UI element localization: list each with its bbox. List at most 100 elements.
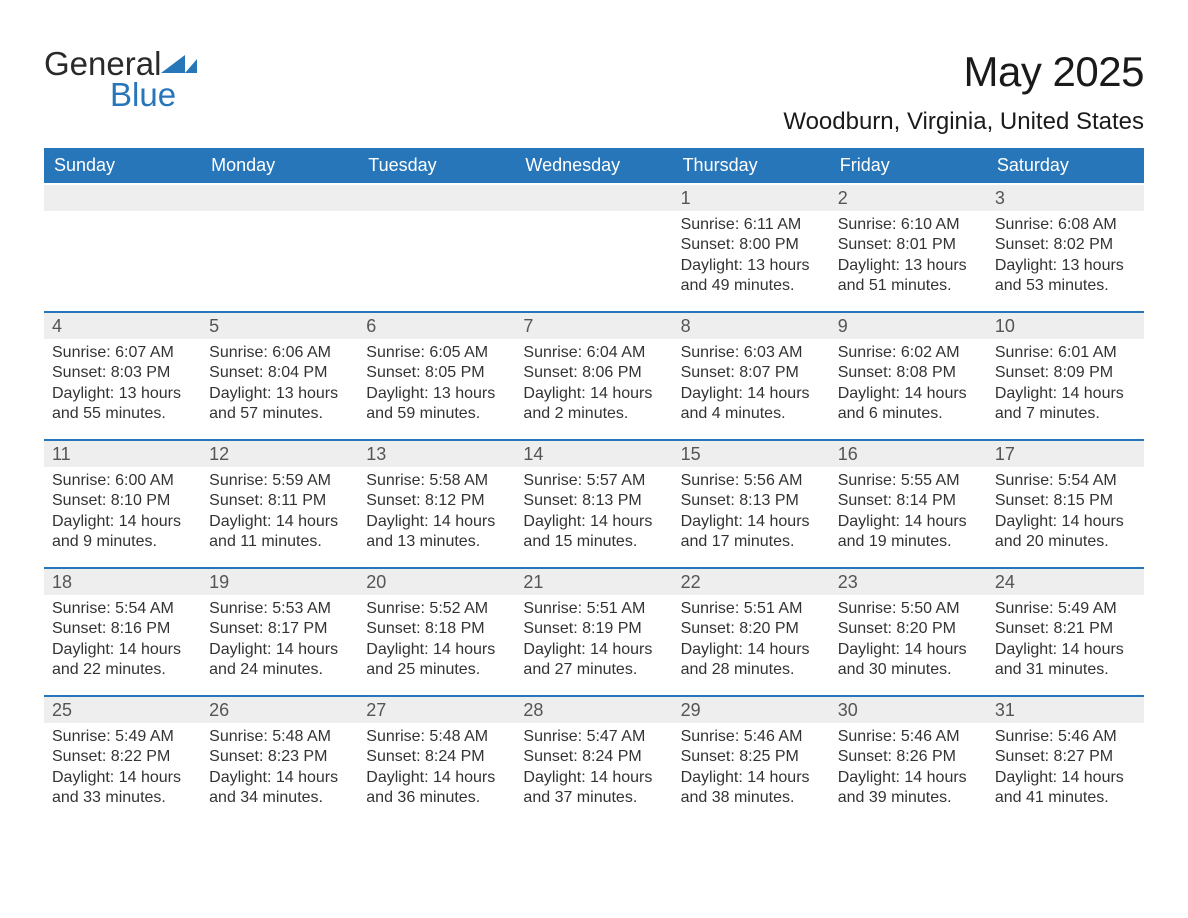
sunset-line: Sunset: 8:20 PM — [838, 619, 979, 639]
brand-word-2: Blue — [110, 76, 176, 113]
day-number: 22 — [673, 569, 830, 595]
day-number — [44, 185, 201, 211]
calendar-cell: 19Sunrise: 5:53 AMSunset: 8:17 PMDayligh… — [201, 567, 358, 695]
day-number: 14 — [515, 441, 672, 467]
sunset-line: Sunset: 8:07 PM — [681, 363, 822, 383]
sunset-line: Sunset: 8:27 PM — [995, 747, 1136, 767]
daylight-line: Daylight: 14 hours and 17 minutes. — [681, 512, 822, 553]
day-details: Sunrise: 6:01 AMSunset: 8:09 PMDaylight:… — [987, 339, 1144, 425]
day-number: 28 — [515, 697, 672, 723]
day-details: Sunrise: 5:56 AMSunset: 8:13 PMDaylight:… — [673, 467, 830, 553]
sunrise-line: Sunrise: 5:51 AM — [523, 599, 664, 619]
sunset-line: Sunset: 8:13 PM — [523, 491, 664, 511]
calendar-cell: 10Sunrise: 6:01 AMSunset: 8:09 PMDayligh… — [987, 311, 1144, 439]
calendar-body: 1Sunrise: 6:11 AMSunset: 8:00 PMDaylight… — [44, 183, 1144, 823]
calendar-cell: 4Sunrise: 6:07 AMSunset: 8:03 PMDaylight… — [44, 311, 201, 439]
day-details: Sunrise: 6:00 AMSunset: 8:10 PMDaylight:… — [44, 467, 201, 553]
sunrise-line: Sunrise: 5:53 AM — [209, 599, 350, 619]
day-details: Sunrise: 5:46 AMSunset: 8:26 PMDaylight:… — [830, 723, 987, 809]
day-number: 18 — [44, 569, 201, 595]
daylight-line: Daylight: 14 hours and 33 minutes. — [52, 768, 193, 809]
calendar-cell: 23Sunrise: 5:50 AMSunset: 8:20 PMDayligh… — [830, 567, 987, 695]
day-number: 5 — [201, 313, 358, 339]
sunrise-line: Sunrise: 5:46 AM — [838, 727, 979, 747]
calendar-cell: 22Sunrise: 5:51 AMSunset: 8:20 PMDayligh… — [673, 567, 830, 695]
sunrise-line: Sunrise: 5:50 AM — [838, 599, 979, 619]
day-details: Sunrise: 6:11 AMSunset: 8:00 PMDaylight:… — [673, 211, 830, 297]
day-details: Sunrise: 5:47 AMSunset: 8:24 PMDaylight:… — [515, 723, 672, 809]
daylight-line: Daylight: 14 hours and 2 minutes. — [523, 384, 664, 425]
sunrise-line: Sunrise: 5:48 AM — [366, 727, 507, 747]
sunrise-line: Sunrise: 5:47 AM — [523, 727, 664, 747]
day-number: 17 — [987, 441, 1144, 467]
daylight-line: Daylight: 14 hours and 31 minutes. — [995, 640, 1136, 681]
day-details: Sunrise: 6:07 AMSunset: 8:03 PMDaylight:… — [44, 339, 201, 425]
calendar-cell: 31Sunrise: 5:46 AMSunset: 8:27 PMDayligh… — [987, 695, 1144, 823]
sunrise-line: Sunrise: 6:04 AM — [523, 343, 664, 363]
day-details: Sunrise: 5:55 AMSunset: 8:14 PMDaylight:… — [830, 467, 987, 553]
day-details: Sunrise: 5:54 AMSunset: 8:16 PMDaylight:… — [44, 595, 201, 681]
col-head-mon: Monday — [201, 148, 358, 183]
day-number: 23 — [830, 569, 987, 595]
daylight-line: Daylight: 14 hours and 37 minutes. — [523, 768, 664, 809]
daylight-line: Daylight: 14 hours and 19 minutes. — [838, 512, 979, 553]
calendar-cell: 16Sunrise: 5:55 AMSunset: 8:14 PMDayligh… — [830, 439, 987, 567]
daylight-line: Daylight: 13 hours and 59 minutes. — [366, 384, 507, 425]
day-details: Sunrise: 5:46 AMSunset: 8:25 PMDaylight:… — [673, 723, 830, 809]
day-details: Sunrise: 5:50 AMSunset: 8:20 PMDaylight:… — [830, 595, 987, 681]
daylight-line: Daylight: 14 hours and 15 minutes. — [523, 512, 664, 553]
sunset-line: Sunset: 8:22 PM — [52, 747, 193, 767]
day-number: 13 — [358, 441, 515, 467]
calendar-cell: 5 Sunrise: 6:06 AMSunset: 8:04 PMDaylight… — [201, 311, 358, 439]
day-number: 9 — [830, 313, 987, 339]
day-details: Sunrise: 5:58 AMSunset: 8:12 PMDaylight:… — [358, 467, 515, 553]
daylight-line: Daylight: 14 hours and 34 minutes. — [209, 768, 350, 809]
sunrise-line: Sunrise: 6:11 AM — [681, 215, 822, 235]
day-details: Sunrise: 5:48 AMSunset: 8:23 PMDaylight:… — [201, 723, 358, 809]
day-number: 2 — [830, 185, 987, 211]
day-number: 21 — [515, 569, 672, 595]
day-number: 20 — [358, 569, 515, 595]
col-head-wed: Wednesday — [515, 148, 672, 183]
day-number: 27 — [358, 697, 515, 723]
calendar-cell — [44, 183, 201, 311]
brand-logo: General Blue — [44, 48, 197, 111]
calendar-cell: 8Sunrise: 6:03 AMSunset: 8:07 PMDaylight… — [673, 311, 830, 439]
day-details: Sunrise: 5:51 AMSunset: 8:20 PMDaylight:… — [673, 595, 830, 681]
daylight-line: Daylight: 14 hours and 28 minutes. — [681, 640, 822, 681]
sunset-line: Sunset: 8:18 PM — [366, 619, 507, 639]
day-details: Sunrise: 6:04 AMSunset: 8:06 PMDaylight:… — [515, 339, 672, 425]
calendar-cell: 1Sunrise: 6:11 AMSunset: 8:00 PMDaylight… — [673, 183, 830, 311]
sunrise-line: Sunrise: 6:00 AM — [52, 471, 193, 491]
col-head-sun: Sunday — [44, 148, 201, 183]
col-head-thu: Thursday — [673, 148, 830, 183]
daylight-line: Daylight: 14 hours and 22 minutes. — [52, 640, 193, 681]
sunrise-line: Sunrise: 5:57 AM — [523, 471, 664, 491]
daylight-line: Daylight: 13 hours and 57 minutes. — [209, 384, 350, 425]
sunset-line: Sunset: 8:16 PM — [52, 619, 193, 639]
sunset-line: Sunset: 8:24 PM — [366, 747, 507, 767]
day-number: 26 — [201, 697, 358, 723]
sunset-line: Sunset: 8:09 PM — [995, 363, 1136, 383]
sunrise-line: Sunrise: 6:06 AM — [209, 343, 350, 363]
daylight-line: Daylight: 14 hours and 36 minutes. — [366, 768, 507, 809]
calendar-cell: 29Sunrise: 5:46 AMSunset: 8:25 PMDayligh… — [673, 695, 830, 823]
sunset-line: Sunset: 8:00 PM — [681, 235, 822, 255]
day-details: Sunrise: 5:53 AMSunset: 8:17 PMDaylight:… — [201, 595, 358, 681]
sunset-line: Sunset: 8:04 PM — [209, 363, 350, 383]
sunset-line: Sunset: 8:25 PM — [681, 747, 822, 767]
sunset-line: Sunset: 8:12 PM — [366, 491, 507, 511]
col-head-tue: Tuesday — [358, 148, 515, 183]
sunset-line: Sunset: 8:23 PM — [209, 747, 350, 767]
sunrise-line: Sunrise: 5:51 AM — [681, 599, 822, 619]
sunrise-line: Sunrise: 6:08 AM — [995, 215, 1136, 235]
day-details: Sunrise: 6:08 AMSunset: 8:02 PMDaylight:… — [987, 211, 1144, 297]
sunset-line: Sunset: 8:02 PM — [995, 235, 1136, 255]
sunrise-line: Sunrise: 5:49 AM — [52, 727, 193, 747]
day-number: 3 — [987, 185, 1144, 211]
sunrise-line: Sunrise: 5:52 AM — [366, 599, 507, 619]
calendar-cell: 13Sunrise: 5:58 AMSunset: 8:12 PMDayligh… — [358, 439, 515, 567]
sunset-line: Sunset: 8:14 PM — [838, 491, 979, 511]
calendar-cell: 20Sunrise: 5:52 AMSunset: 8:18 PMDayligh… — [358, 567, 515, 695]
day-number: 25 — [44, 697, 201, 723]
